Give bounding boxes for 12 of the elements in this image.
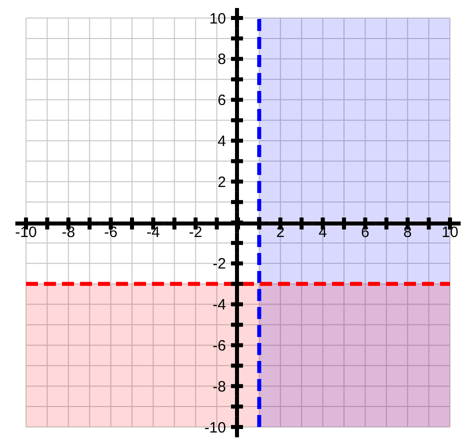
y-tick-label: -8 [212, 378, 226, 396]
y-tick-label: -4 [212, 296, 226, 314]
y-tick-label: 8 [218, 51, 226, 68]
y-tick-label: -6 [212, 338, 226, 355]
x-tick-label: -4 [146, 224, 160, 242]
y-tick-label: 2 [218, 174, 226, 191]
y-tick-label: -10 [204, 419, 226, 436]
y-tick-label: 4 [218, 133, 226, 150]
y-tick-label: 10 [209, 10, 226, 28]
x-tick-label: 10 [442, 224, 458, 242]
y-tick-label: -2 [212, 256, 226, 273]
y-tick-label: 6 [218, 92, 226, 110]
